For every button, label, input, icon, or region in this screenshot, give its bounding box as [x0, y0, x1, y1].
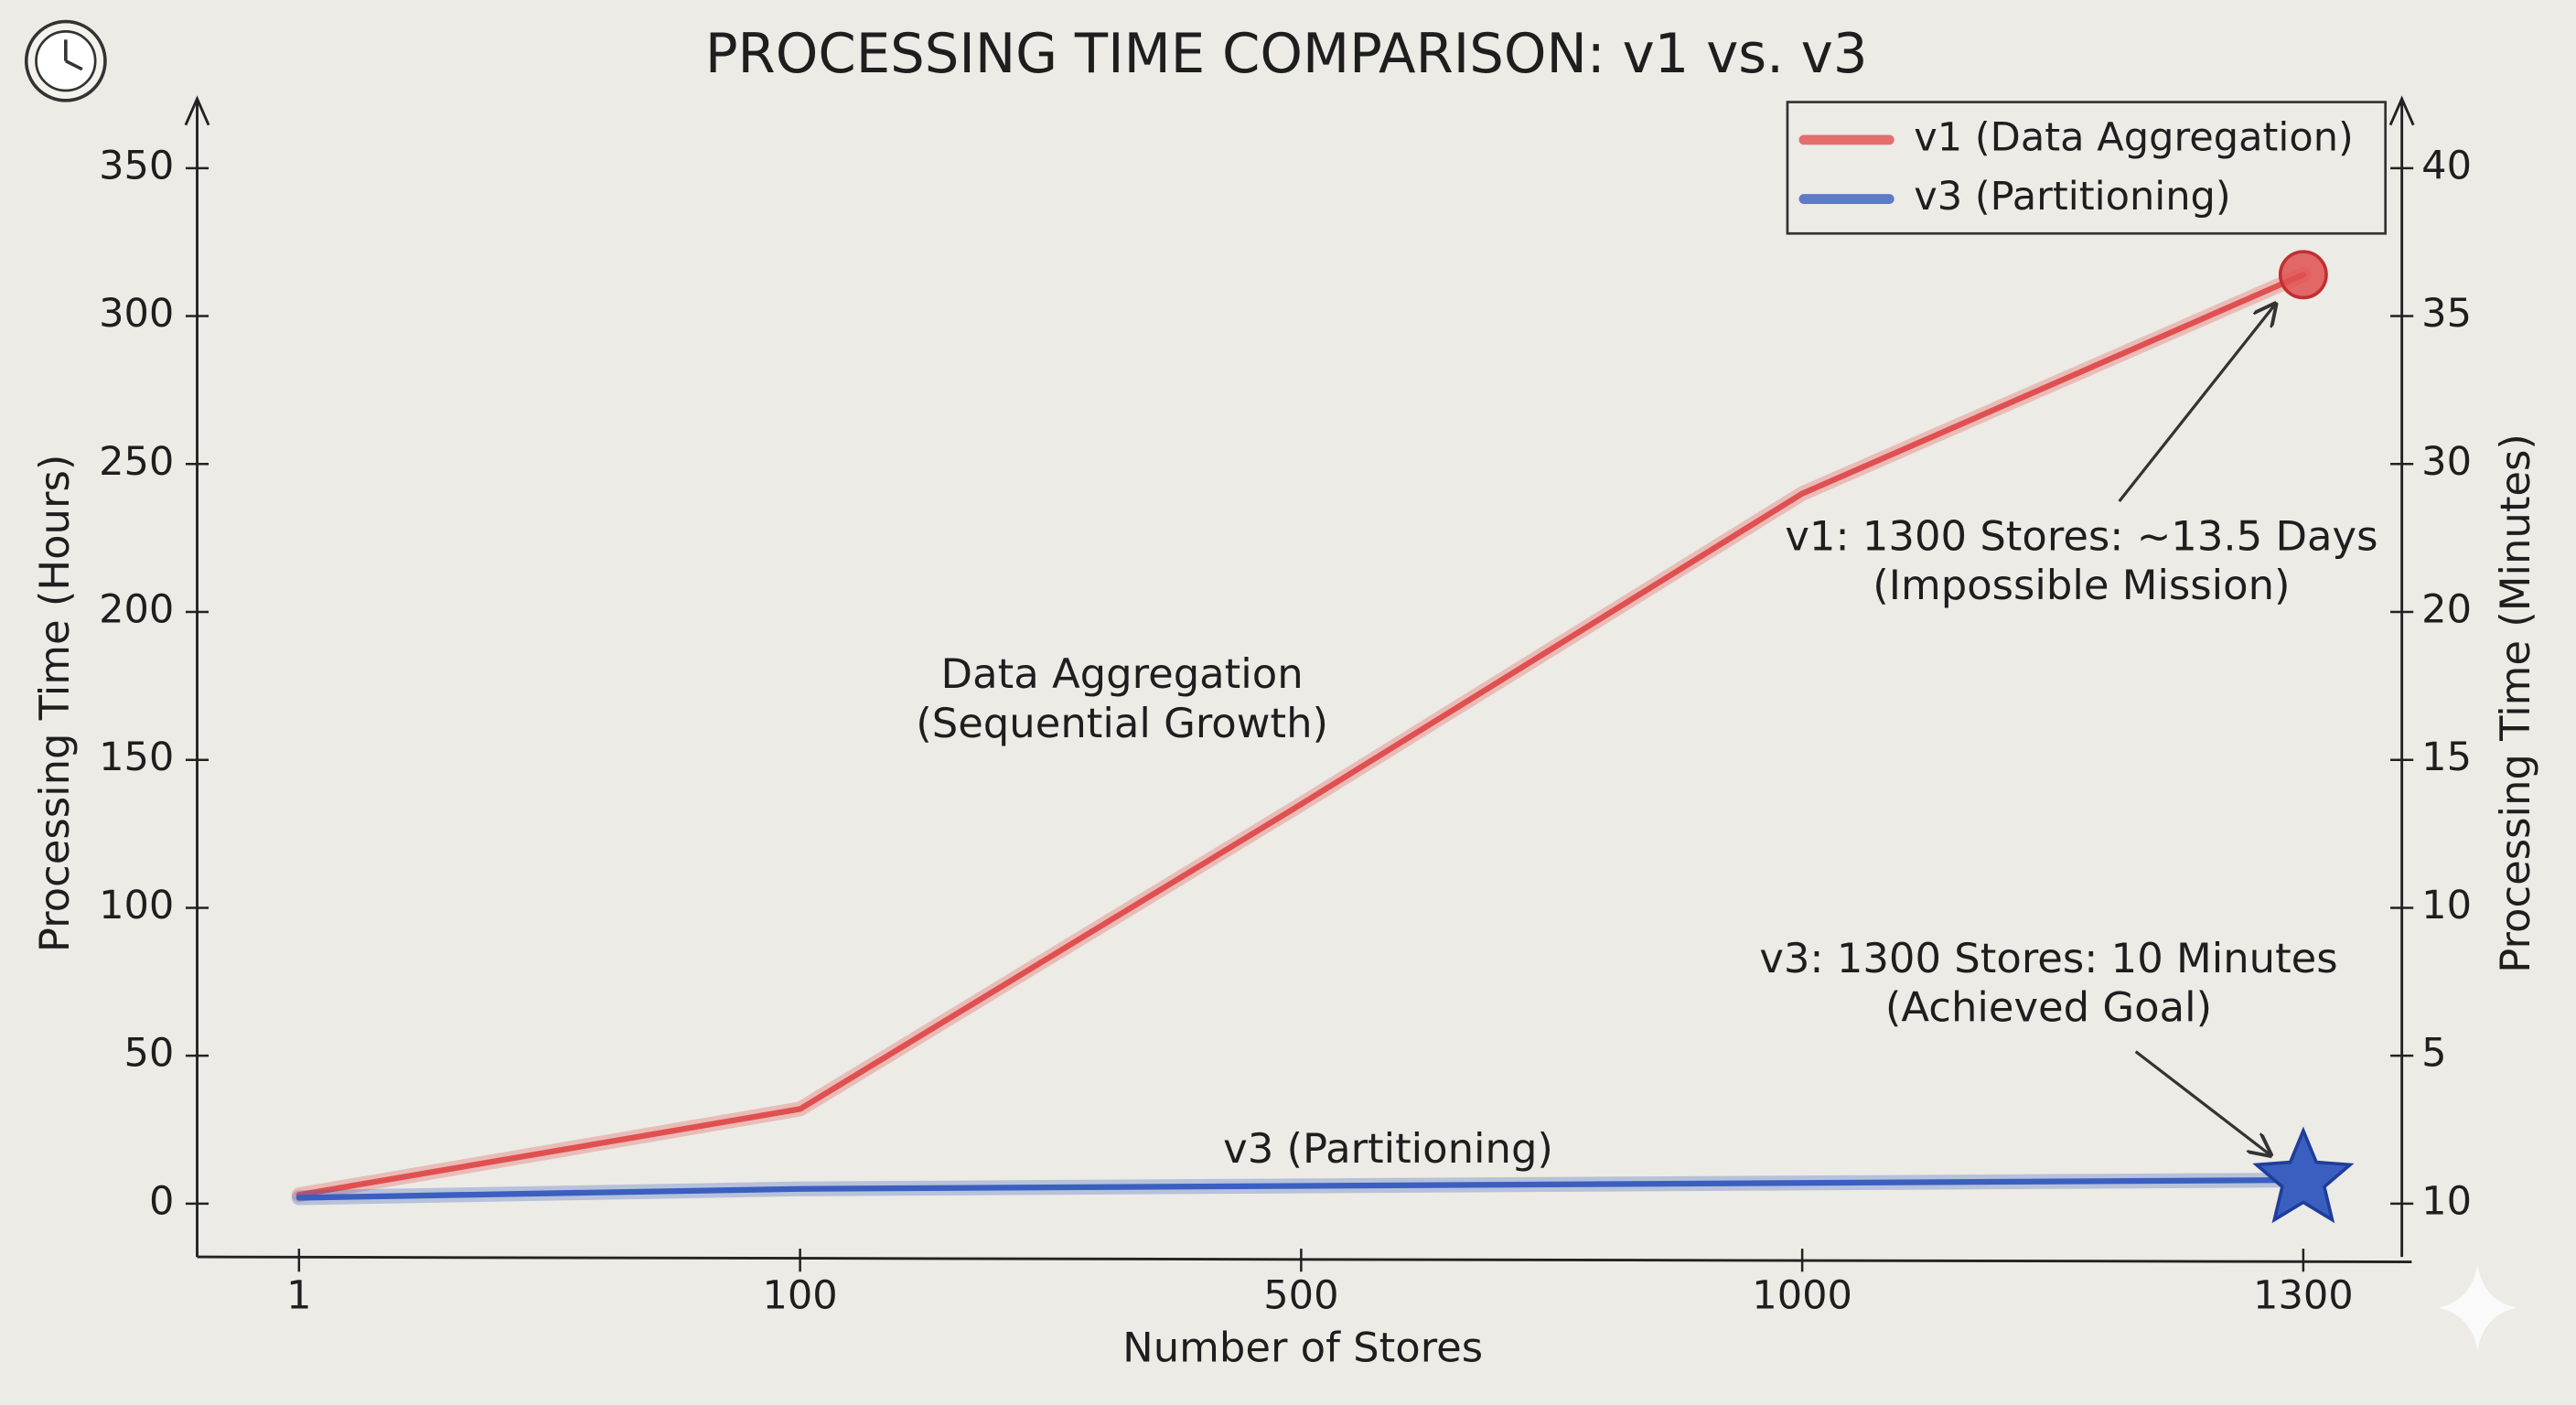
y2-tick-label: 35 [2421, 291, 2472, 337]
x-tick-label: 1300 [2253, 1273, 2354, 1319]
y-axis-label: Processing Time (Hours) [30, 455, 79, 952]
series-line [295, 272, 2307, 1198]
legend-box [1786, 101, 2388, 235]
legend-label: v3 (Partitioning) [1914, 174, 2230, 220]
y-tick-label: 0 [149, 1178, 174, 1224]
y-tick-label: 50 [124, 1031, 175, 1077]
clock-icon [24, 19, 107, 102]
y-tick-label: 250 [99, 439, 174, 485]
x-tick-label: 1000 [1752, 1273, 1852, 1319]
sparkle-icon [2438, 1265, 2517, 1351]
y-tick-label: 300 [99, 291, 174, 337]
y2-tick-label: 10 [2421, 1178, 2472, 1224]
y2-tick-label: 30 [2421, 439, 2472, 485]
y2-tick-label: 10 [2421, 883, 2472, 928]
annotation: (Impossible Mission) [1873, 561, 2290, 609]
y-tick-label: 200 [99, 586, 174, 632]
annotation: v3 (Partitioning) [1223, 1124, 1553, 1173]
x-tick-label: 100 [762, 1273, 837, 1319]
y-tick-label: 150 [99, 735, 174, 780]
annotation: (Sequential Growth) [916, 699, 1328, 747]
x-axis [197, 1255, 2412, 1263]
series-line [295, 1176, 2307, 1201]
annotation-arrow [2118, 304, 2276, 503]
legend-label: v1 (Data Aggregation) [1914, 114, 2354, 160]
y2-axis [2388, 95, 2415, 1258]
annotation: Data Aggregation [941, 649, 1304, 698]
y-tick-label: 100 [99, 883, 174, 928]
annotation-arrow [2134, 1050, 2270, 1155]
y2-axis-label: Processing Time (Minutes) [2491, 434, 2539, 973]
chart-title: PROCESSING TIME COMPARISON: v1 vs. v3 [705, 22, 1868, 85]
y2-tick-label: 40 [2421, 143, 2472, 188]
y-axis [184, 95, 210, 1258]
y-tick-label: 350 [99, 143, 174, 188]
y2-tick-label: 15 [2421, 735, 2472, 780]
endpoint-marker [2278, 250, 2328, 300]
x-tick-label: 1 [286, 1273, 311, 1319]
annotation: v3: 1300 Stores: 10 Minutes [1759, 934, 2337, 982]
y2-tick-label: 5 [2421, 1031, 2446, 1077]
annotation: v1: 1300 Stores: ~13.5 Days [1785, 511, 2377, 560]
star-marker [2252, 1126, 2355, 1224]
x-axis-label: Number of Stores [1122, 1323, 1483, 1371]
x-tick-label: 500 [1263, 1273, 1338, 1319]
y2-tick-label: 20 [2421, 586, 2472, 632]
annotation: (Achieved Goal) [1885, 983, 2212, 1032]
